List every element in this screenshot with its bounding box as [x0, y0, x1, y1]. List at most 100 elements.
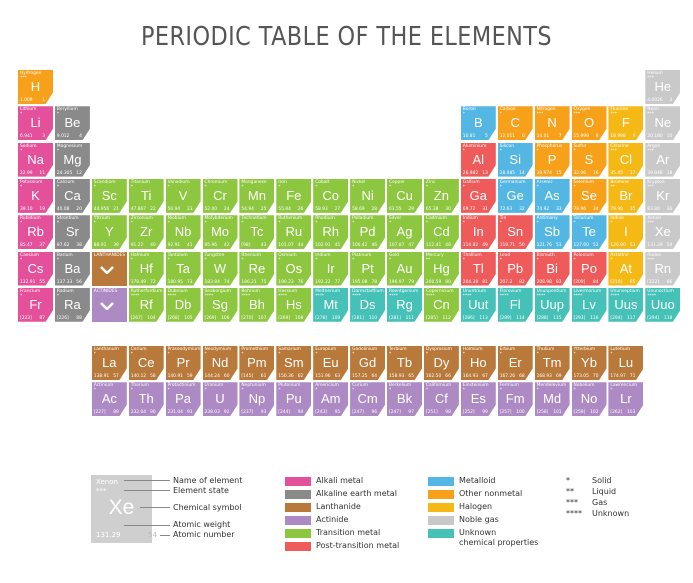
element-symbol: B [473, 115, 483, 131]
element-symbol: Pu [285, 391, 302, 407]
element-weight: 35.45 [610, 170, 623, 176]
element-state: * [499, 352, 502, 357]
element-name: Helium [647, 71, 663, 76]
element-name: Rhenium [241, 252, 261, 258]
element-weight: 112.41 [425, 243, 442, 249]
element-number: 38 [76, 243, 82, 249]
element-state: * [573, 148, 576, 154]
element-name: Boron [462, 107, 476, 113]
legend-category-label: Transition metal [316, 528, 381, 537]
element-symbol: Pt [361, 260, 374, 276]
element-number: 117 [627, 315, 636, 321]
element-cell: Lutetium * Lu 174.97 71 [608, 346, 644, 380]
element-weight: [281] [389, 315, 401, 321]
element-symbol: Na [27, 151, 44, 167]
element-number: 32 [519, 206, 525, 212]
element-state: * [241, 221, 244, 227]
element-state: * [20, 184, 23, 190]
element-state: * [462, 184, 465, 190]
element-symbol: La [102, 355, 117, 370]
element-weight: [268] [167, 315, 180, 321]
element-weight: [286] [462, 315, 475, 321]
element-symbol: Uus [614, 296, 638, 312]
element-name: Sulfur [573, 143, 587, 149]
element-cell: Neon *** Ne 20.180 10 [645, 106, 681, 141]
element-cell: Hafnium * Hf 178.49 72 [128, 251, 164, 286]
element-name: Copernicium [425, 288, 454, 294]
element-symbol: Ni [361, 187, 374, 203]
element-weight: 39.948 [647, 170, 663, 176]
element-cell: Nitrogen *** N 14.01 7 [534, 106, 570, 141]
element-symbol: Er [508, 355, 522, 370]
element-cell: Cadmium * Cd 112.41 48 [423, 215, 459, 250]
element-name: Uranium [204, 383, 224, 389]
element-symbol: Md [543, 391, 562, 407]
element-number: 73 [187, 279, 193, 285]
element-cell: Helium *** He 4.0026 2 [645, 70, 681, 104]
element-name: Hassium [278, 288, 298, 294]
legend-label-weight: Atomic weight [173, 520, 231, 529]
element-state: * [167, 184, 170, 190]
element-symbol: Pm [247, 355, 267, 370]
element-symbol: Zr [140, 224, 153, 240]
element-cell: Ruthenium * Ru 101.07 44 [276, 215, 312, 250]
element-number: 100 [516, 410, 525, 416]
element-number: 13 [482, 170, 488, 176]
element-number: 41 [187, 243, 193, 249]
element-cell: Erbium * Er 167.26 68 [497, 346, 533, 380]
element-number: 12 [76, 170, 82, 176]
element-symbol: As [544, 187, 560, 203]
element-state: *** [647, 184, 654, 190]
element-symbol: Hs [285, 296, 302, 312]
element-cell: Cobalt * Co 58.93 27 [313, 178, 349, 213]
element-state: * [278, 352, 281, 357]
legend-leader-line [124, 490, 170, 491]
element-symbol: Sc [101, 187, 117, 203]
element-state: * [130, 221, 133, 227]
element-number: 91 [187, 410, 193, 416]
element-number: 74 [223, 279, 230, 285]
element-symbol: I [624, 224, 628, 240]
element-weight: [226] [56, 315, 69, 321]
legend-label-symbol: Chemical symbol [173, 503, 242, 512]
element-state: * [610, 221, 613, 227]
element-state: * [610, 388, 613, 394]
element-weight: 1.008 [20, 98, 33, 103]
element-state: **** [536, 293, 546, 299]
element-number: 96 [371, 410, 378, 416]
legend-category-label: Lanthanide [316, 502, 361, 511]
element-symbol: N [547, 115, 557, 131]
element-number: 47 [408, 243, 414, 249]
element-name: Terbium [389, 347, 407, 352]
element-number: 29 [408, 206, 414, 212]
element-state: * [536, 184, 539, 190]
element-symbol: Se [581, 187, 597, 203]
element-cell: Carbon * C 12.011 6 [497, 106, 533, 141]
element-cell: Scandium * Sc 44.956 21 [91, 178, 127, 213]
element-name: Ununseptium [610, 288, 640, 294]
element-number: 16 [592, 170, 599, 176]
element-symbol: Zn [433, 187, 449, 203]
element-symbol: Si [509, 151, 521, 167]
element-symbol: At [619, 260, 633, 276]
element-state: * [241, 352, 244, 357]
element-weight: 174.97 [610, 374, 626, 379]
element-name: Gold [389, 252, 400, 258]
element-symbol: Ba [64, 260, 81, 276]
element-number: 103 [627, 410, 636, 416]
element-state: *** [610, 148, 617, 154]
element-state: * [352, 184, 355, 190]
element-name: Krypton [647, 179, 665, 185]
element-weight: 131.29 [647, 243, 663, 249]
element-symbol: Te [582, 224, 596, 240]
element-name: Protactinium [167, 383, 196, 389]
element-cell: Thallium * Tl 204.38 81 [460, 251, 496, 286]
element-name: Ununoctium [647, 288, 674, 294]
state-mark: *** [566, 498, 578, 507]
state-mark: * [566, 476, 570, 485]
element-number: 28 [371, 206, 378, 212]
element-state: **** [278, 293, 288, 299]
element-symbol: Be [64, 115, 81, 131]
element-symbol: Tb [396, 355, 413, 370]
series-marker-lanthanides: LANTHANIDES [91, 251, 127, 286]
